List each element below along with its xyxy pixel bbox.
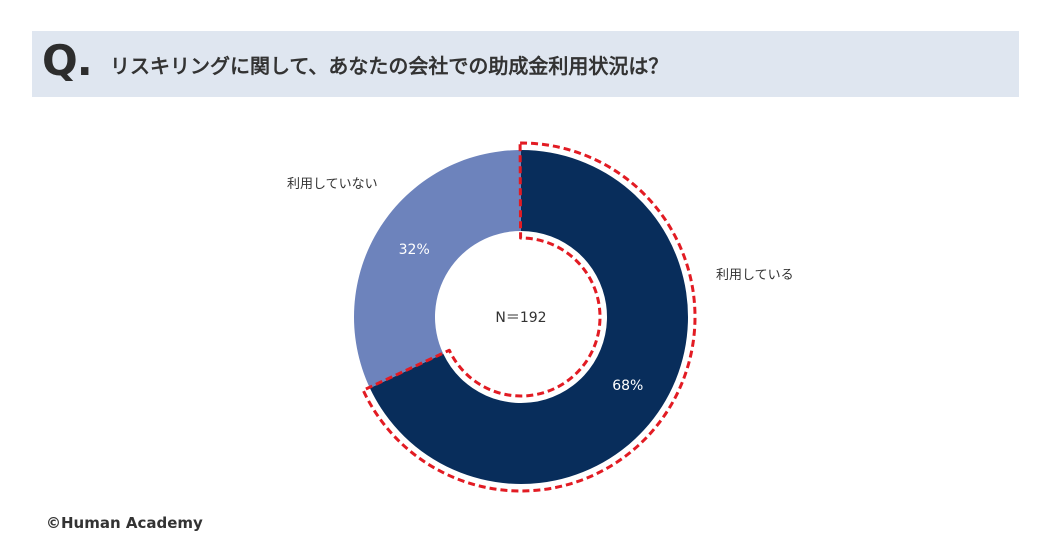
sample-size-label: N＝192: [495, 310, 546, 326]
slice-category-label: 利用している: [716, 268, 794, 283]
slice-value-label: 32%: [399, 242, 430, 258]
highlight-dashed-outline: [361, 141, 697, 493]
donut-slices: [354, 150, 688, 484]
slice-value-label: 68%: [612, 378, 643, 394]
question-banner: Q. リスキリングに関して、あなたの会社での助成金利用状況は？: [32, 31, 1019, 97]
question-mark: Q.: [42, 36, 93, 85]
highlight-outline: [361, 141, 697, 493]
question-text: リスキリングに関して、あなたの会社での助成金利用状況は？: [110, 54, 669, 78]
donut-slice: [369, 150, 688, 484]
slice-category-label: 利用していない: [287, 177, 378, 192]
copyright-text: ©Human Academy: [46, 514, 203, 532]
donut-slice: [354, 150, 521, 389]
